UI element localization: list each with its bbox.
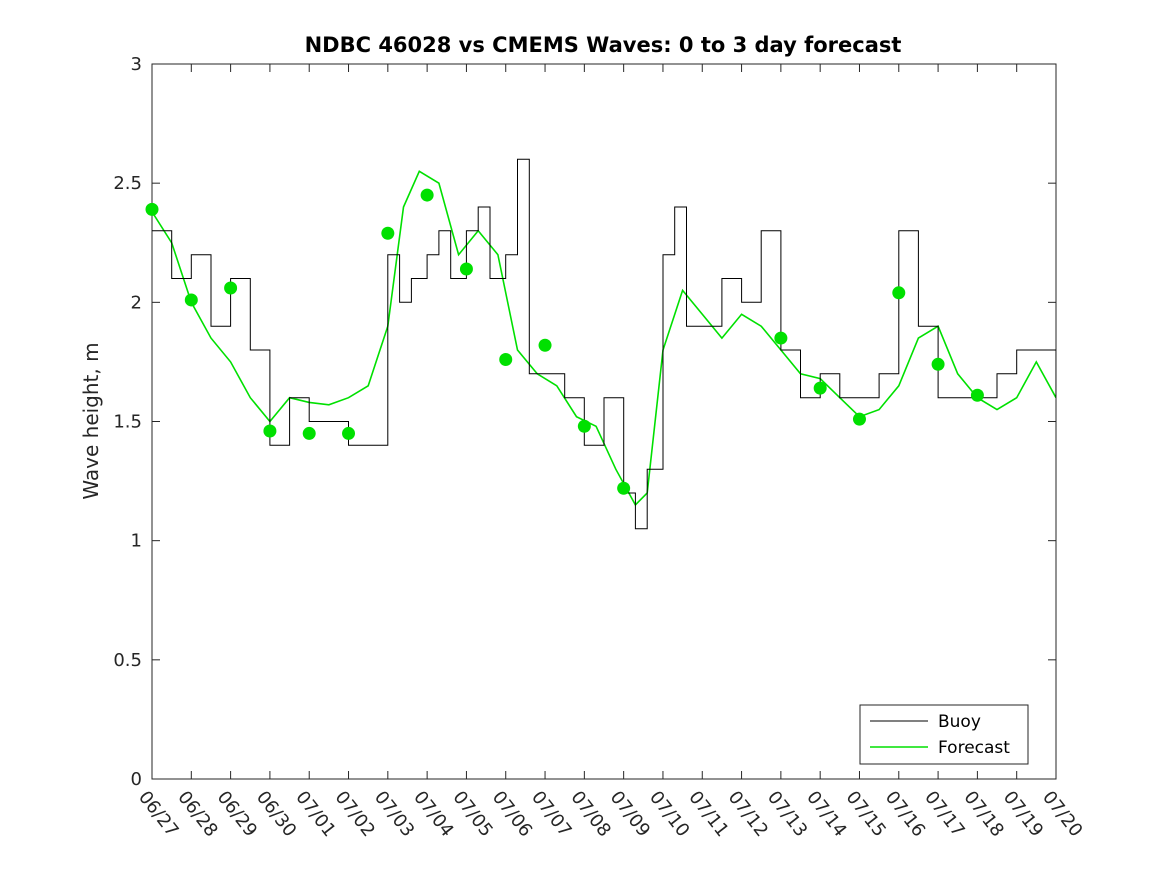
forecast-line xyxy=(152,170,1056,507)
forecast-marker xyxy=(617,481,631,495)
forecast-marker xyxy=(970,388,984,402)
x-tick-label: 07/05 xyxy=(448,787,496,841)
forecast-marker xyxy=(342,426,356,440)
forecast-marker xyxy=(931,357,945,371)
forecast-marker xyxy=(774,331,788,345)
forecast-marker xyxy=(499,353,513,367)
x-tick-label: 07/07 xyxy=(527,787,575,841)
x-tick-label: 07/19 xyxy=(999,787,1047,841)
forecast-marker xyxy=(263,424,277,438)
forecast-marker xyxy=(302,426,316,440)
forecast-marker xyxy=(381,226,395,240)
x-tick-label: 07/02 xyxy=(331,787,379,841)
y-tick-label: 0.5 xyxy=(113,650,142,671)
y-tick-label: 0 xyxy=(131,769,142,790)
x-tick-label: 07/16 xyxy=(881,787,929,841)
x-tick-label: 07/11 xyxy=(684,787,732,841)
x-tick-label: 06/30 xyxy=(252,787,300,841)
x-tick-label: 07/12 xyxy=(724,787,772,841)
legend-box xyxy=(859,704,1029,765)
forecast-marker xyxy=(892,286,906,300)
forecast-marker xyxy=(184,293,198,307)
x-tick-label: 07/10 xyxy=(645,787,693,841)
x-tick-label: 07/06 xyxy=(488,787,536,841)
x-tick-label: 07/09 xyxy=(606,787,654,841)
forecast-marker xyxy=(420,188,434,202)
x-tick-label: 07/01 xyxy=(291,787,339,841)
x-tick-label: 07/15 xyxy=(842,787,890,841)
forecast-marker xyxy=(813,381,827,395)
x-tick-label: 06/27 xyxy=(134,787,182,841)
x-tick-label: 07/13 xyxy=(763,787,811,841)
forecast-marker xyxy=(538,338,552,352)
legend: Buoy Forecast xyxy=(859,704,1029,765)
y-tick-label: 1 xyxy=(131,531,142,552)
y-tick-label: 1.5 xyxy=(113,412,142,433)
y-tick-label: 2 xyxy=(131,292,142,313)
x-tick-label: 07/04 xyxy=(409,787,457,841)
forecast-marker xyxy=(459,262,473,276)
x-tick-label: 06/28 xyxy=(173,787,221,841)
x-tick-label: 07/18 xyxy=(959,787,1007,841)
legend-forecast-label: Forecast xyxy=(938,738,1010,758)
y-axis-label: Wave height, m xyxy=(79,342,103,499)
x-tick-label: 06/29 xyxy=(213,787,261,841)
chart-title: NDBC 46028 vs CMEMS Waves: 0 to 3 day fo… xyxy=(305,33,902,57)
forecast-marker xyxy=(577,419,591,433)
y-tick-label: 3 xyxy=(131,54,142,75)
legend-buoy-label: Buoy xyxy=(938,712,981,732)
forecast-marker xyxy=(224,281,238,295)
x-tick-label: 07/03 xyxy=(370,787,418,841)
forecast-marker xyxy=(145,202,159,216)
y-tick-label: 2.5 xyxy=(113,173,142,194)
x-tick-label: 07/08 xyxy=(566,787,614,841)
buoy-line xyxy=(152,158,1056,530)
x-tick-label: 07/17 xyxy=(920,787,968,841)
x-tick-label: 07/14 xyxy=(802,787,850,841)
forecast-marker xyxy=(852,412,866,426)
x-tick-label: 07/20 xyxy=(1038,787,1086,841)
